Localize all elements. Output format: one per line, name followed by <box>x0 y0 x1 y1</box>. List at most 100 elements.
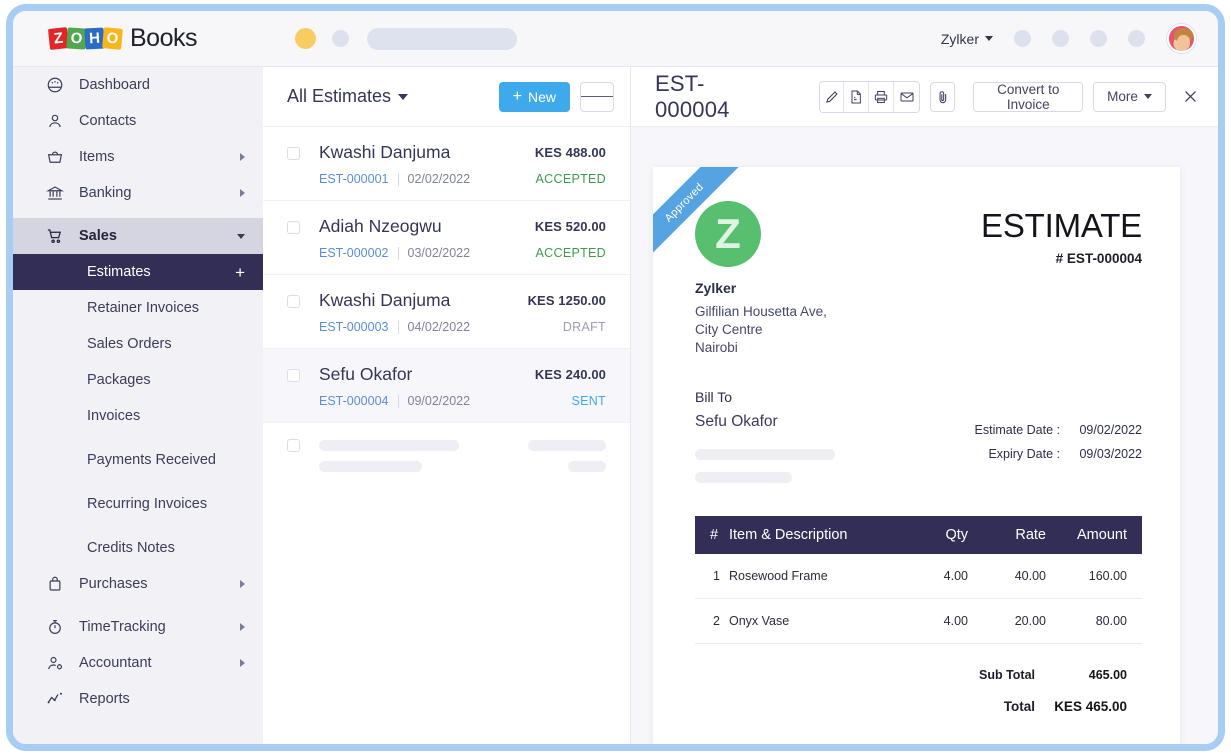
estimate-number[interactable]: EST-000002 <box>319 246 389 260</box>
expiry-date-row: Expiry Date : 09/03/2022 <box>952 447 1142 461</box>
sidebar-item-label: Accountant <box>79 655 152 671</box>
convert-to-invoice-button[interactable]: Convert to Invoice <box>973 81 1084 112</box>
sidebar-item-label: Reports <box>79 691 130 707</box>
chevron-right-icon <box>240 659 245 667</box>
close-icon[interactable] <box>1182 85 1200 109</box>
header-dot-1[interactable] <box>1014 30 1031 47</box>
logo-tile-o2: O <box>102 27 123 50</box>
list-options-menu-button[interactable] <box>580 81 614 112</box>
sidebar-item-recurring-invoices[interactable]: Recurring Invoices <box>13 486 263 522</box>
chevron-down-icon <box>237 233 245 239</box>
totals-section: Sub Total 465.00 Total KES 465.00 <box>653 668 1127 714</box>
estimate-date-value: 09/02/2022 <box>1079 423 1142 437</box>
add-estimate-button[interactable]: + <box>235 262 245 282</box>
row-checkbox[interactable] <box>287 439 300 452</box>
total-label: Total <box>1003 698 1035 714</box>
column-header-no: # <box>695 515 729 554</box>
estimate-row-meta: EST-000001 02/02/2022 ACCEPTED <box>287 172 606 186</box>
sidebar-item-dashboard[interactable]: Dashboard <box>13 67 263 103</box>
avatar[interactable] <box>1167 24 1196 53</box>
expiry-date-value: 09/03/2022 <box>1079 447 1142 461</box>
estimates-filter-label: All Estimates <box>287 86 392 106</box>
sidebar-item-label: TimeTracking <box>79 619 166 635</box>
estimate-row-main: Adiah Nzeogwu KES 520.00 <box>287 216 606 237</box>
header-dot-4[interactable] <box>1128 30 1145 47</box>
purchases-icon <box>45 574 65 594</box>
line-amount: 80.00 <box>1046 598 1142 644</box>
table-row[interactable]: Kwashi Danjuma KES 1250.00 EST-000003 04… <box>263 275 630 349</box>
subtotal-label: Sub Total <box>978 667 1035 682</box>
table-row[interactable]: Sefu Okafor KES 240.00 EST-000004 09/02/… <box>263 349 630 423</box>
sidebar-item-contacts[interactable]: Contacts <box>13 103 263 139</box>
new-estimate-button[interactable]: + New <box>498 81 570 112</box>
skeleton-line <box>695 471 792 483</box>
sidebar-item-sales-orders[interactable]: Sales Orders <box>13 326 263 362</box>
row-checkbox[interactable] <box>287 294 300 308</box>
email-icon[interactable] <box>894 81 919 112</box>
estimate-number[interactable]: EST-000004 <box>319 394 389 408</box>
customer-name: Kwashi Danjuma <box>319 290 451 310</box>
estimate-date: 09/02/2022 <box>407 394 471 408</box>
skeleton-line <box>568 461 606 472</box>
divider <box>397 320 399 334</box>
header-dot-2[interactable] <box>1052 30 1069 47</box>
sales-cart-icon <box>45 226 65 246</box>
sidebar-item-banking[interactable]: Banking <box>13 175 263 211</box>
table-row: 2 Onyx Vase 4.00 20.00 80.00 <box>695 598 1142 644</box>
more-button[interactable]: More <box>1093 81 1166 112</box>
estimate-row-meta: EST-000004 09/02/2022 SENT <box>287 394 606 408</box>
pdf-file-icon[interactable] <box>844 81 870 112</box>
sidebar-item-timetracking[interactable]: TimeTracking <box>13 609 263 645</box>
sidebar-item-payments-received[interactable]: Payments Received <box>13 442 263 478</box>
company-name: Zylker <box>695 280 737 296</box>
estimate-row-main: Kwashi Danjuma KES 488.00 <box>287 142 606 163</box>
sidebar-item-packages[interactable]: Packages <box>13 362 263 398</box>
app-window-frame: Z O H O Books Zylker <box>6 4 1225 751</box>
table-row[interactable]: Kwashi Danjuma KES 488.00 EST-000001 02/… <box>263 127 630 201</box>
new-estimate-label: New <box>527 88 556 105</box>
sidebar-item-accountant[interactable]: Accountant <box>13 645 263 681</box>
estimates-list-header: All Estimates + New <box>263 67 630 127</box>
sidebar-item-retainer-invoices[interactable]: Retainer Invoices <box>13 290 263 326</box>
printer-icon[interactable] <box>869 81 895 112</box>
row-checkbox[interactable] <box>287 368 300 382</box>
row-checkbox[interactable] <box>287 220 300 234</box>
divider <box>397 246 399 260</box>
org-switcher[interactable]: Zylker <box>941 31 993 47</box>
sidebar-item-label: Sales Orders <box>87 336 172 352</box>
bill-to-label: Bill To <box>695 388 733 405</box>
page-title: EST-000004 <box>655 70 730 122</box>
top-bar: Z O H O Books Zylker <box>13 11 1218 67</box>
estimate-number[interactable]: EST-000003 <box>319 320 389 334</box>
table-row[interactable]: Adiah Nzeogwu KES 520.00 EST-000002 03/0… <box>263 201 630 275</box>
detail-header: EST-000004 <box>631 67 1218 127</box>
line-items-header: # Item & Description Qty Rate Amount <box>695 515 1142 554</box>
sidebar-item-sales[interactable]: Sales <box>13 218 263 254</box>
skeleton-row-main <box>287 438 606 452</box>
sidebar-item-items[interactable]: Items <box>13 139 263 175</box>
attachment-icon[interactable] <box>929 81 956 112</box>
sidebar-item-label: Purchases <box>79 576 148 592</box>
estimate-number[interactable]: EST-000001 <box>319 172 389 186</box>
app-logo[interactable]: Z O H O Books <box>47 24 197 53</box>
estimate-amount: KES 1250.00 <box>527 293 606 308</box>
row-checkbox[interactable] <box>287 146 300 160</box>
sidebar-item-label: Retainer Invoices <box>87 300 200 316</box>
search-input[interactable] <box>366 27 517 50</box>
sidebar-item-reports[interactable]: Reports <box>13 681 263 717</box>
estimate-date: 04/02/2022 <box>407 320 471 334</box>
estimate-date-row: Estimate Date : 09/02/2022 <box>952 423 1142 437</box>
sidebar-item-label: Estimates <box>87 264 151 280</box>
hamburger-icon-line <box>581 95 592 98</box>
estimates-filter-dropdown[interactable]: All Estimates <box>287 86 409 107</box>
accountant-icon <box>45 653 65 673</box>
edit-pencil-icon[interactable] <box>819 81 845 112</box>
divider <box>397 172 399 186</box>
sidebar-item-purchases[interactable]: Purchases <box>13 566 263 602</box>
header-dot-3[interactable] <box>1090 30 1107 47</box>
total-row: Total KES 465.00 <box>653 699 1127 714</box>
chevron-right-icon <box>240 153 245 161</box>
sidebar-item-credits-notes[interactable]: Credits Notes <box>13 530 263 566</box>
sidebar-item-estimates[interactable]: Estimates + <box>13 254 263 290</box>
sidebar-item-invoices[interactable]: Invoices <box>13 398 263 434</box>
